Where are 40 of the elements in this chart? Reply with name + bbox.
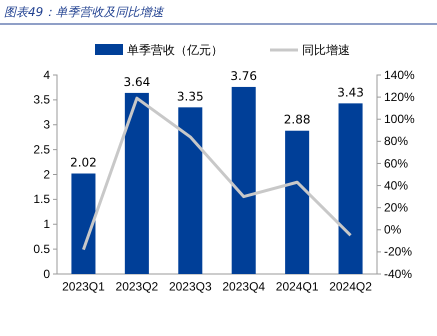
y-tick-label: 3.5: [33, 92, 50, 107]
legend-label: 同比增速: [302, 43, 350, 57]
y-tick-label: 4: [43, 68, 50, 82]
data-label: 3.76: [230, 68, 258, 83]
x-tick-label: 2023Q2: [116, 280, 159, 294]
bar: [124, 92, 149, 274]
y-tick-label: 1: [43, 217, 50, 232]
legend-label: 单季营收（亿元）: [127, 43, 223, 57]
bar: [232, 86, 256, 274]
x-tick-label: 2024Q2: [329, 280, 372, 294]
y2-tick-label: 60%: [384, 156, 408, 170]
y-tick-label: 2.5: [33, 142, 50, 156]
x-tick-label: 2023Q1: [62, 280, 106, 294]
y2-tick-label: 120%: [384, 90, 416, 104]
data-label: 2.88: [284, 112, 310, 127]
y2-tick-label: 40%: [384, 178, 408, 192]
chart-title: 图表49：单季营收及同比增速: [4, 5, 164, 19]
bar: [285, 130, 310, 274]
bar: [178, 107, 202, 274]
y2-tick-label: 0%: [384, 222, 402, 237]
y2-tick-label: 140%: [384, 68, 416, 82]
y-tick-label: 2: [43, 167, 50, 182]
y2-tick-label: 100%: [384, 112, 416, 126]
y2-tick-label: 80%: [384, 134, 408, 148]
x-tick-label: 2023Q4: [222, 280, 266, 294]
data-label: 2.02: [70, 156, 97, 170]
y2-tick-label: 20%: [384, 200, 408, 215]
x-tick-label: 2023Q3: [168, 280, 212, 294]
data-label: 3.64: [124, 74, 150, 89]
x-tick-label: 2024Q1: [276, 280, 319, 294]
y-tick-label: 1.5: [33, 192, 50, 206]
y-tick-label: 0: [43, 266, 50, 281]
bar: [71, 174, 96, 274]
y-tick-label: 3: [43, 118, 50, 132]
data-label: 3.43: [337, 85, 364, 100]
bar: [338, 103, 363, 274]
data-label: 3.35: [176, 89, 204, 104]
y-tick-label: 0.5: [33, 242, 50, 256]
y2-tick-label: -40%: [384, 266, 412, 281]
y2-tick-label: -20%: [384, 244, 412, 259]
